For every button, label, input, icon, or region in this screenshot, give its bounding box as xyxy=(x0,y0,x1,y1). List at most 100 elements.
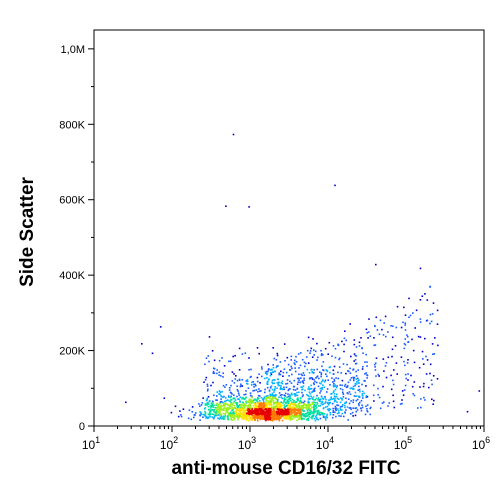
data-point xyxy=(264,388,266,391)
data-point xyxy=(329,384,331,386)
data-point xyxy=(315,381,318,384)
data-point xyxy=(344,412,346,414)
data-point xyxy=(278,392,281,394)
data-point xyxy=(214,414,216,417)
data-point xyxy=(216,402,219,405)
data-point xyxy=(273,416,275,418)
data-point xyxy=(301,413,303,416)
data-point xyxy=(271,410,274,413)
data-point xyxy=(365,394,368,397)
data-point xyxy=(151,352,154,355)
data-point xyxy=(260,409,262,411)
data-point xyxy=(304,416,307,418)
data-point xyxy=(273,379,275,381)
data-point xyxy=(317,398,319,401)
data-point xyxy=(293,411,295,413)
data-point xyxy=(218,393,220,395)
data-point xyxy=(311,406,313,409)
data-point xyxy=(298,377,300,380)
data-point xyxy=(286,404,288,407)
data-point xyxy=(326,391,328,393)
data-point xyxy=(265,419,267,422)
data-point xyxy=(236,416,239,419)
data-point xyxy=(284,412,287,414)
data-point xyxy=(277,384,280,387)
data-point xyxy=(396,373,398,375)
data-point xyxy=(206,404,209,406)
data-point xyxy=(200,412,202,414)
data-point xyxy=(295,413,298,415)
data-point xyxy=(264,415,266,418)
data-point xyxy=(303,414,306,416)
data-point xyxy=(253,383,255,386)
data-point xyxy=(339,408,342,410)
data-point xyxy=(229,413,231,415)
x-axis-ticks: 101 102 103 104 105 106 xyxy=(82,426,490,452)
data-points xyxy=(125,133,481,422)
data-point xyxy=(354,407,356,410)
data-point xyxy=(299,402,302,404)
data-point xyxy=(234,354,236,357)
data-point xyxy=(293,416,296,418)
data-point xyxy=(274,386,276,388)
data-point xyxy=(341,340,343,343)
data-point xyxy=(316,394,318,397)
data-point xyxy=(426,319,429,322)
data-point xyxy=(264,413,266,415)
data-point xyxy=(334,384,336,386)
data-point xyxy=(188,409,191,411)
data-point xyxy=(231,380,234,382)
data-point xyxy=(349,387,352,390)
data-point xyxy=(297,399,300,401)
data-point xyxy=(233,412,235,415)
data-point xyxy=(320,372,323,374)
data-point xyxy=(232,408,234,411)
data-point xyxy=(307,406,310,409)
data-point xyxy=(346,386,348,388)
data-point xyxy=(249,394,252,397)
data-point xyxy=(374,362,377,364)
data-point xyxy=(269,403,272,405)
data-point xyxy=(293,393,295,395)
data-point xyxy=(411,338,413,341)
data-point xyxy=(300,418,303,421)
data-point xyxy=(235,412,238,414)
data-point xyxy=(245,400,247,403)
data-point xyxy=(313,349,315,351)
data-point xyxy=(325,369,327,371)
data-point xyxy=(241,385,244,387)
data-point xyxy=(222,402,225,405)
data-point xyxy=(297,353,300,355)
data-point xyxy=(278,402,280,404)
data-point xyxy=(332,381,334,383)
data-point xyxy=(317,412,320,415)
data-point xyxy=(316,410,319,412)
data-point xyxy=(334,347,337,350)
data-point xyxy=(404,329,407,331)
data-point xyxy=(255,399,258,402)
data-point xyxy=(230,406,233,408)
data-point xyxy=(268,390,271,393)
data-point xyxy=(280,396,282,398)
data-point xyxy=(243,407,246,409)
data-point xyxy=(326,413,328,416)
data-point xyxy=(280,382,283,384)
x-tick-exponent: 5 xyxy=(407,435,412,445)
data-point xyxy=(249,405,252,407)
data-point xyxy=(429,363,432,366)
data-point xyxy=(358,388,361,391)
data-point xyxy=(311,371,314,374)
data-point xyxy=(419,386,421,388)
data-point xyxy=(295,401,297,403)
data-point xyxy=(322,361,325,363)
data-point xyxy=(313,383,315,386)
data-point xyxy=(228,404,230,407)
data-point xyxy=(236,409,239,411)
data-point xyxy=(276,378,279,380)
data-point xyxy=(298,412,301,415)
data-point xyxy=(242,404,245,407)
data-point xyxy=(297,412,299,414)
data-point xyxy=(284,415,287,418)
data-point xyxy=(313,369,315,371)
data-point xyxy=(213,409,216,411)
